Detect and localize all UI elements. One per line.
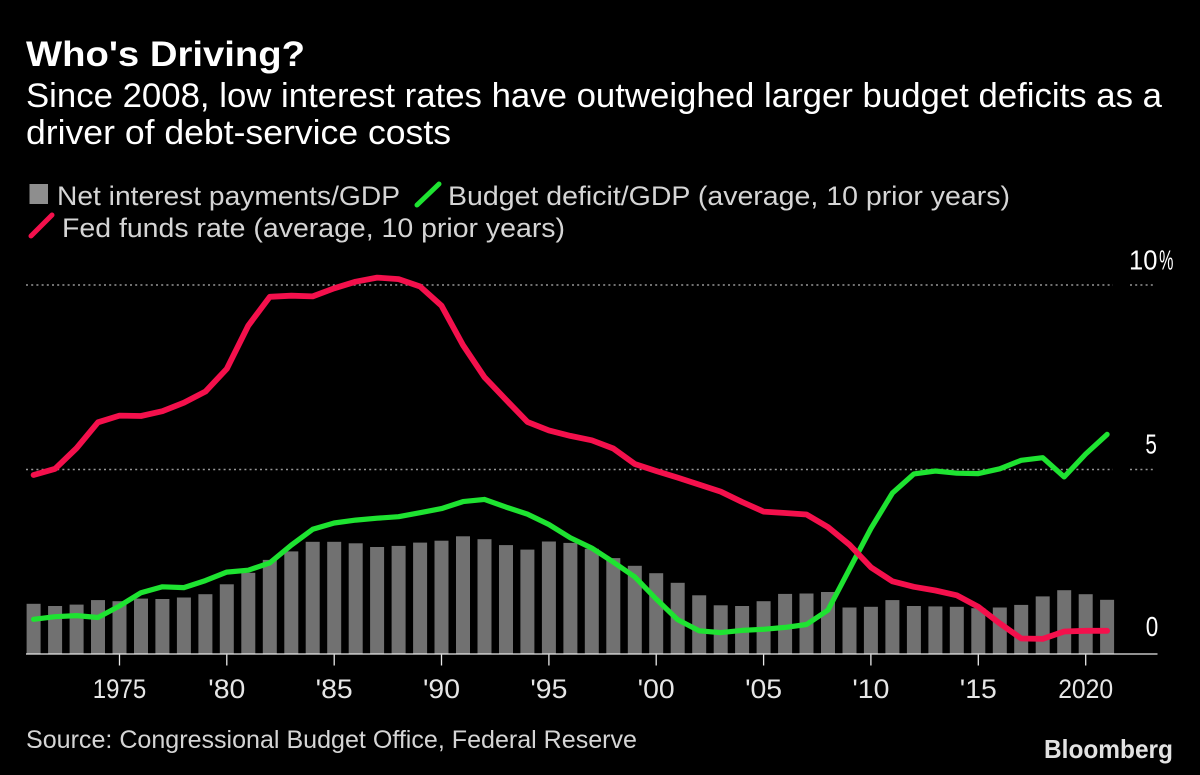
svg-text:Net interest payments/GDP: Net interest payments/GDP xyxy=(57,181,400,211)
svg-text:'15: '15 xyxy=(960,674,997,704)
svg-text:Who's Driving?: Who's Driving? xyxy=(26,35,305,74)
svg-text:'10: '10 xyxy=(852,674,889,704)
svg-text:Bloomberg: Bloomberg xyxy=(1044,734,1173,764)
svg-text:'00: '00 xyxy=(638,674,675,704)
svg-text:'90: '90 xyxy=(423,674,460,704)
svg-text:2020: 2020 xyxy=(1058,674,1113,704)
svg-text:driver of debt-service costs: driver of debt-service costs xyxy=(26,114,451,152)
svg-text:Source: Congressional Budget O: Source: Congressional Budget Office, Fed… xyxy=(26,726,637,754)
svg-text:0: 0 xyxy=(1146,611,1159,642)
svg-text:10: 10 xyxy=(1129,245,1157,276)
svg-text:%: % xyxy=(1159,245,1173,276)
svg-text:'05: '05 xyxy=(745,674,782,704)
svg-text:Budget deficit/GDP (average, 1: Budget deficit/GDP (average, 10 prior ye… xyxy=(448,181,1010,211)
svg-text:1975: 1975 xyxy=(93,674,146,704)
svg-text:5: 5 xyxy=(1145,429,1157,460)
svg-text:Since 2008, low interest rates: Since 2008, low interest rates have outw… xyxy=(26,77,1162,115)
svg-text:'85: '85 xyxy=(316,674,353,704)
svg-text:'95: '95 xyxy=(530,674,567,704)
svg-text:'80: '80 xyxy=(208,674,245,704)
svg-text:Fed funds rate (average, 10 pr: Fed funds rate (average, 10 prior years) xyxy=(62,213,565,243)
